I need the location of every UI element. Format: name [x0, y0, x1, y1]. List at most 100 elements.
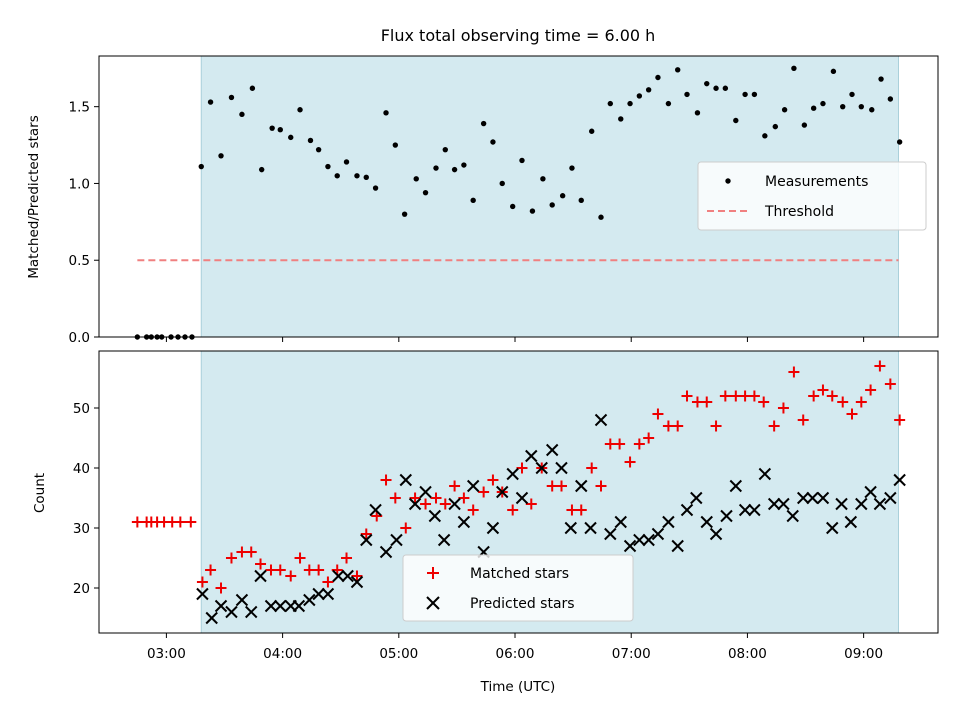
matched-star-point: [865, 384, 877, 396]
predicted-star-point: [720, 509, 733, 523]
measurement-point: [198, 163, 204, 170]
matched-star-point: [691, 396, 703, 408]
measurement-point: [810, 105, 817, 111]
predicted-star-point: [796, 491, 810, 505]
measurement-point: [288, 134, 294, 141]
legend-predicted-marker: [426, 596, 440, 610]
measurement-point: [470, 197, 476, 204]
measurement-point: [665, 100, 672, 107]
measurement-point: [480, 120, 487, 127]
ratio-y-tick-label: 0.5: [69, 253, 90, 269]
predicted-star-point: [312, 587, 325, 601]
matched-star-point: [274, 564, 286, 576]
measurement-point: [442, 146, 448, 153]
matched-star-point: [196, 576, 208, 588]
x-tick-label: 06:00: [496, 646, 535, 662]
matched-star-point: [739, 390, 751, 402]
predicted-star-point: [623, 539, 637, 553]
matched-star-point: [797, 414, 809, 426]
matched-star-point: [748, 390, 760, 402]
matched-star-point: [575, 504, 587, 516]
predicted-star-point: [633, 533, 646, 547]
counts-y-axis-label: Count: [32, 473, 48, 513]
matched-star-point: [788, 366, 800, 378]
predicted-star-point: [292, 599, 306, 613]
measurement-point: [239, 111, 245, 118]
predicted-star-point: [360, 533, 373, 547]
predicted-star-point: [555, 461, 568, 475]
predicted-star-point: [680, 503, 694, 517]
matched-star-point: [400, 522, 412, 534]
measurement-point: [733, 117, 739, 124]
matched-star-point: [777, 402, 789, 414]
predicted-star-point: [614, 515, 627, 529]
measurement-point: [791, 65, 797, 71]
matched-star-point: [351, 570, 363, 582]
x-tick-label: 04:00: [263, 646, 302, 662]
predicted-star-point: [564, 521, 577, 535]
measurement-point: [490, 139, 496, 145]
predicted-star-point: [245, 605, 258, 619]
matched-star-point: [672, 420, 684, 432]
matched-star-point: [185, 516, 197, 528]
predicted-star-point: [235, 593, 249, 607]
predicted-star-point: [806, 491, 819, 505]
predicted-star-point: [844, 515, 858, 529]
chart-title: Flux total observing time = 6.00 h: [381, 26, 656, 45]
predicted-star-point: [437, 533, 451, 547]
matched-star-point: [826, 390, 838, 402]
predicted-star-point: [399, 473, 412, 487]
predicted-star-point: [594, 413, 608, 427]
matched-star-point: [265, 564, 277, 576]
predicted-star-point: [390, 533, 403, 547]
measurement-point: [607, 100, 614, 107]
measurement-point: [896, 139, 903, 145]
counts-y-tick-label: 30: [73, 521, 90, 537]
measurement-point: [858, 103, 865, 110]
predicted-star-point: [826, 521, 839, 535]
matched-star-point: [255, 558, 267, 570]
measurement-point: [772, 123, 779, 130]
predicted-star-point: [214, 599, 228, 613]
matched-star-point: [430, 492, 442, 504]
matched-star-point: [507, 504, 519, 516]
matched-star-point: [215, 582, 227, 594]
matched-star-point: [614, 438, 626, 450]
predicted-star-point: [758, 467, 772, 481]
predicted-star-point: [575, 479, 588, 493]
measurement-point: [372, 185, 379, 191]
matched-star-point: [245, 546, 257, 558]
matched-star-point: [449, 480, 461, 492]
legend-measurements-marker: [725, 178, 731, 184]
matched-star-point: [360, 528, 372, 540]
predicted-star-point: [225, 605, 238, 619]
matched-star-point: [458, 492, 470, 504]
matched-star-point: [595, 480, 607, 492]
matched-star-point: [681, 390, 693, 402]
predicted-star-point: [662, 515, 675, 529]
measurement-point: [722, 85, 729, 91]
matched-star-point: [566, 504, 578, 516]
predicted-star-point: [341, 569, 354, 583]
predicted-star-point: [738, 503, 752, 517]
x-axis-label: Time (UTC): [480, 679, 556, 695]
predicted-star-point: [303, 593, 316, 607]
matched-star-point: [439, 498, 451, 510]
measurement-point: [315, 146, 322, 153]
matched-star-point: [652, 408, 664, 420]
measurement-point: [578, 197, 584, 204]
measurement-point: [392, 142, 399, 148]
ratio-y-tick-label: 0.0: [69, 330, 90, 346]
measurement-point: [713, 85, 719, 91]
predicted-star-point: [777, 497, 790, 511]
counts-y-tick-label: 20: [73, 581, 90, 597]
measurement-point: [684, 91, 690, 98]
predicted-star-point: [332, 569, 345, 583]
measurement-point: [762, 133, 768, 139]
matched-star-point: [817, 384, 829, 396]
measurement-point: [569, 165, 575, 171]
measurement-point: [751, 91, 758, 98]
predicted-star-point: [506, 467, 519, 481]
predicted-star-point: [884, 491, 897, 505]
